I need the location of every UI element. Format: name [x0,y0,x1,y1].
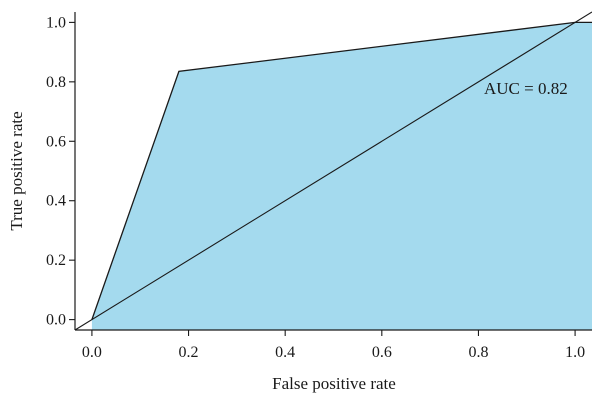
x-tick-label: 0.6 [372,344,392,361]
y-tick-label: 0.2 [46,252,66,269]
x-tick-label: 0.8 [468,344,488,361]
y-tick-label: 0.8 [46,74,66,91]
x-tick-label: 1.0 [565,344,585,361]
y-tick-label: 0.0 [46,312,66,329]
roc-curve-line [91,21,592,320]
x-tick-label: 0.0 [82,344,102,361]
y-tick-label: 1.0 [46,14,66,31]
x-axis-label: False positive rate [272,374,396,393]
x-tick-label: 0.4 [275,344,295,361]
x-axis-ticks: 0.0 0.2 0.4 0.6 0.8 1.0 [82,330,585,361]
roc-area-fill [91,22,592,330]
auc-annotation: AUC = 0.82 [484,79,568,98]
diagonal-reference-line [74,11,592,331]
y-tick-label: 0.6 [46,133,66,150]
y-axis-label: True positive rate [7,111,26,230]
y-tick-label: 0.4 [46,193,66,210]
x-tick-label: 0.2 [179,344,199,361]
plot-area [74,11,592,331]
axes-frame [74,12,592,331]
y-axis-ticks: 0.0 0.2 0.4 0.6 0.8 1.0 [46,14,75,329]
